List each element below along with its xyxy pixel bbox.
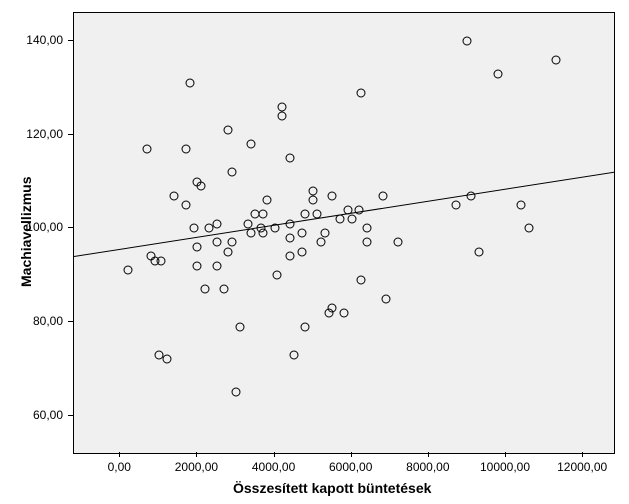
x-tick-label: 6000,00	[329, 460, 372, 474]
x-tick	[196, 452, 197, 457]
data-point	[278, 102, 287, 111]
data-point	[212, 219, 221, 228]
data-point	[170, 191, 179, 200]
data-point	[181, 144, 190, 153]
data-point	[309, 196, 318, 205]
data-point	[378, 191, 387, 200]
y-tick	[68, 227, 73, 228]
y-tick-label: 140,00	[0, 33, 63, 47]
x-tick-label: 8000,00	[406, 460, 449, 474]
x-tick-label: 0,00	[108, 460, 131, 474]
y-tick-label: 120,00	[0, 127, 63, 141]
data-point	[262, 196, 271, 205]
x-tick-label: 10000,00	[480, 460, 530, 474]
data-point	[224, 247, 233, 256]
data-point	[309, 186, 318, 195]
data-point	[286, 252, 295, 261]
data-point	[320, 229, 329, 238]
data-point	[247, 140, 256, 149]
data-point	[316, 238, 325, 247]
data-point	[286, 233, 295, 242]
y-tick	[68, 134, 73, 135]
data-point	[347, 214, 356, 223]
data-point	[220, 285, 229, 294]
data-point	[143, 144, 152, 153]
x-tick	[119, 452, 120, 457]
data-point	[235, 322, 244, 331]
data-point	[247, 229, 256, 238]
data-point	[212, 238, 221, 247]
data-point	[336, 214, 345, 223]
data-point	[193, 261, 202, 270]
data-point	[517, 200, 526, 209]
data-point	[286, 219, 295, 228]
data-point	[363, 238, 372, 247]
y-tick-label: 80,00	[0, 314, 63, 328]
data-point	[193, 243, 202, 252]
data-point	[156, 257, 165, 266]
plot-area	[73, 12, 615, 454]
x-tick	[274, 452, 275, 457]
regression-line	[74, 172, 614, 257]
x-tick-label: 2000,00	[175, 460, 218, 474]
data-point	[259, 210, 268, 219]
data-point	[343, 205, 352, 214]
data-point	[301, 210, 310, 219]
data-point	[463, 37, 472, 46]
data-point	[278, 111, 287, 120]
data-point	[467, 191, 476, 200]
data-point	[243, 219, 252, 228]
data-point	[232, 388, 241, 397]
data-point	[328, 191, 337, 200]
data-point	[355, 205, 364, 214]
x-tick	[428, 452, 429, 457]
x-tick	[582, 452, 583, 457]
scatter-chart: Machiavellizmus Összesített kapott bünte…	[0, 0, 629, 504]
data-point	[289, 350, 298, 359]
data-point	[394, 238, 403, 247]
data-point	[185, 79, 194, 88]
data-point	[525, 224, 534, 233]
data-point	[363, 224, 372, 233]
data-point	[340, 308, 349, 317]
data-point	[357, 88, 366, 97]
y-tick	[68, 415, 73, 416]
data-point	[328, 303, 337, 312]
data-point	[451, 200, 460, 209]
data-point	[494, 69, 503, 78]
y-tick-label: 60,00	[0, 408, 63, 422]
data-point	[201, 285, 210, 294]
data-point	[181, 200, 190, 209]
data-point	[297, 229, 306, 238]
y-tick-label: 100,00	[0, 220, 63, 234]
data-point	[162, 355, 171, 364]
x-tick-label: 12000,00	[557, 460, 607, 474]
x-tick-label: 4000,00	[252, 460, 295, 474]
data-point	[382, 294, 391, 303]
y-tick	[68, 321, 73, 322]
x-tick	[505, 452, 506, 457]
data-point	[552, 55, 561, 64]
data-point	[189, 224, 198, 233]
data-point	[228, 238, 237, 247]
data-point	[286, 154, 295, 163]
y-tick	[68, 40, 73, 41]
data-point	[124, 266, 133, 275]
data-point	[212, 261, 221, 270]
data-point	[297, 247, 306, 256]
x-axis-label: Összesített kapott büntetések	[233, 480, 431, 496]
data-point	[475, 247, 484, 256]
data-point	[301, 322, 310, 331]
data-point	[313, 210, 322, 219]
data-point	[272, 271, 281, 280]
data-point	[259, 229, 268, 238]
data-point	[270, 224, 279, 233]
data-point	[197, 182, 206, 191]
data-point	[224, 126, 233, 135]
data-point	[228, 168, 237, 177]
data-point	[357, 275, 366, 284]
x-tick	[351, 452, 352, 457]
